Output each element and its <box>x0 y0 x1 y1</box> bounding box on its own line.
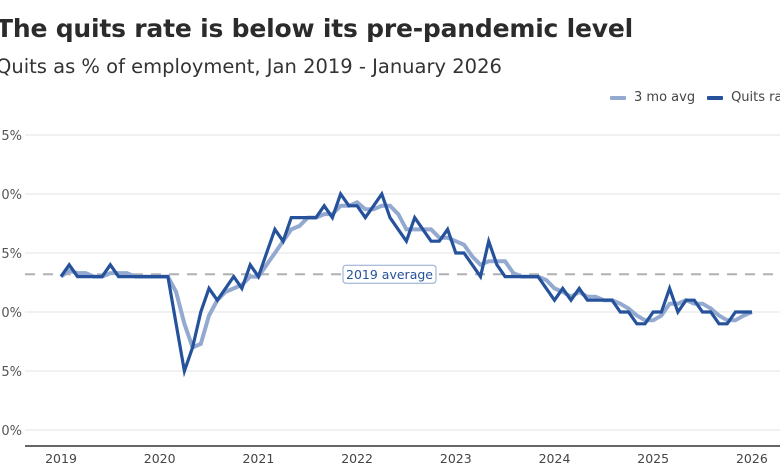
y-tick-label: 2.0% <box>0 306 22 321</box>
chart-subtitle: Quits as % of employment, Jan 2019 - Jan… <box>0 55 502 78</box>
x-tick-label: 2022 <box>341 451 373 466</box>
legend-label-quits-rate: Quits rate <box>731 90 780 105</box>
x-tick-label: 2025 <box>637 451 669 466</box>
legend-swatch-3mo-avg <box>610 95 626 100</box>
chart-title: The quits rate is below its pre-pandemic… <box>0 14 634 43</box>
legend-swatch-quits-rate <box>707 95 724 100</box>
series-line-3mo-avg <box>59 199 753 351</box>
x-tick-label: 2019 <box>45 451 77 466</box>
reference-label-box <box>342 264 437 284</box>
legend-item-3mo-avg[interactable]: 3 mo avg <box>610 90 695 105</box>
y-tick-label: 2.5% <box>0 247 22 262</box>
y-tick-label: 1.0% <box>0 424 22 439</box>
y-tick-label: 3.5% <box>0 129 22 144</box>
x-tick-label: 2023 <box>440 451 472 466</box>
x-tick-label: 2021 <box>242 451 274 466</box>
legend-label-3mo-avg: 3 mo avg <box>634 90 696 105</box>
y-tick-label: 3.0% <box>0 188 22 203</box>
x-tick-label: 2020 <box>144 451 176 466</box>
legend-item-quits-rate[interactable]: Quits rate <box>707 90 780 105</box>
y-tick-label: 1.5% <box>0 365 22 380</box>
series-line-quits-rate <box>59 190 752 378</box>
legend: 3 mo avg Quits rate <box>610 90 780 105</box>
x-tick-label: 2024 <box>539 451 571 466</box>
x-tick-label: 2026 <box>736 451 768 466</box>
reference-line-label: 2019 average <box>346 267 433 282</box>
